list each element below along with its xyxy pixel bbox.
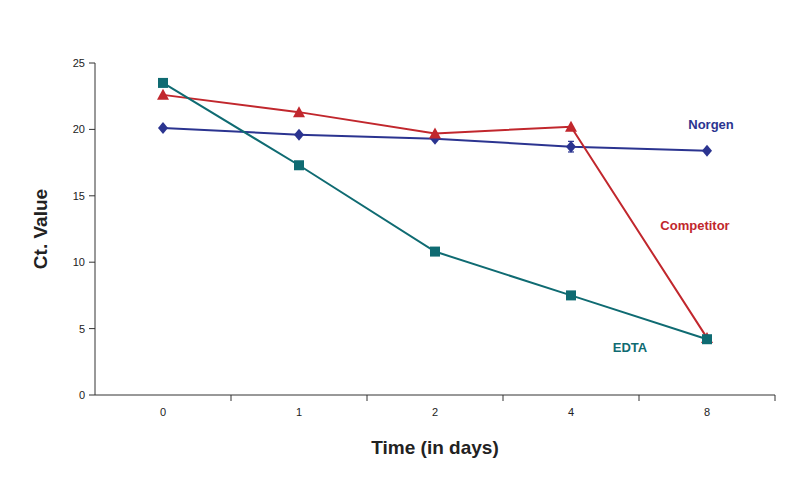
x-tick-label: 8 [704,406,710,418]
marker [294,160,304,170]
y-tick-label: 15 [73,190,85,202]
y-tick [89,129,95,130]
marker [430,247,440,257]
y-tick-label: 5 [79,323,85,335]
x-tick-label: 1 [296,406,302,418]
series-label: Competitor [660,218,729,233]
marker [158,122,168,134]
marker [565,121,577,132]
plot-area [157,78,713,344]
y-tick [89,328,95,329]
series-label: EDTA [613,340,648,355]
x-tick [639,395,640,401]
marker [702,334,712,344]
x-axis-title: Time (in days) [371,437,498,458]
marker [293,106,305,117]
x-tick-label: 2 [432,406,438,418]
y-tick-label: 10 [73,256,85,268]
y-tick [89,63,95,64]
marker [429,127,441,138]
marker [294,129,304,141]
x-tick [367,395,368,401]
x-axis [95,395,775,396]
marker [566,290,576,300]
y-axis [95,63,96,395]
marker [157,89,169,100]
x-tick [775,395,776,401]
y-axis-title: Ct. Value [30,189,51,269]
x-tick-label: 0 [160,406,166,418]
y-tick-label: 0 [79,389,85,401]
series-line [163,83,707,339]
marker [702,145,712,157]
marker [566,141,576,153]
y-tick [89,395,95,396]
y-tick [89,262,95,263]
x-tick [231,395,232,401]
x-tick-label: 4 [568,406,574,418]
series-label: Norgen [688,117,734,132]
y-tick-label: 20 [73,123,85,135]
x-tick [503,395,504,401]
chart: 0 5 10 15 20 25 0 1 2 4 8 Time (in days) Ct. Value No… [0,0,800,490]
y-tick-label: 25 [73,57,85,69]
y-tick [89,195,95,196]
marker [158,78,168,88]
